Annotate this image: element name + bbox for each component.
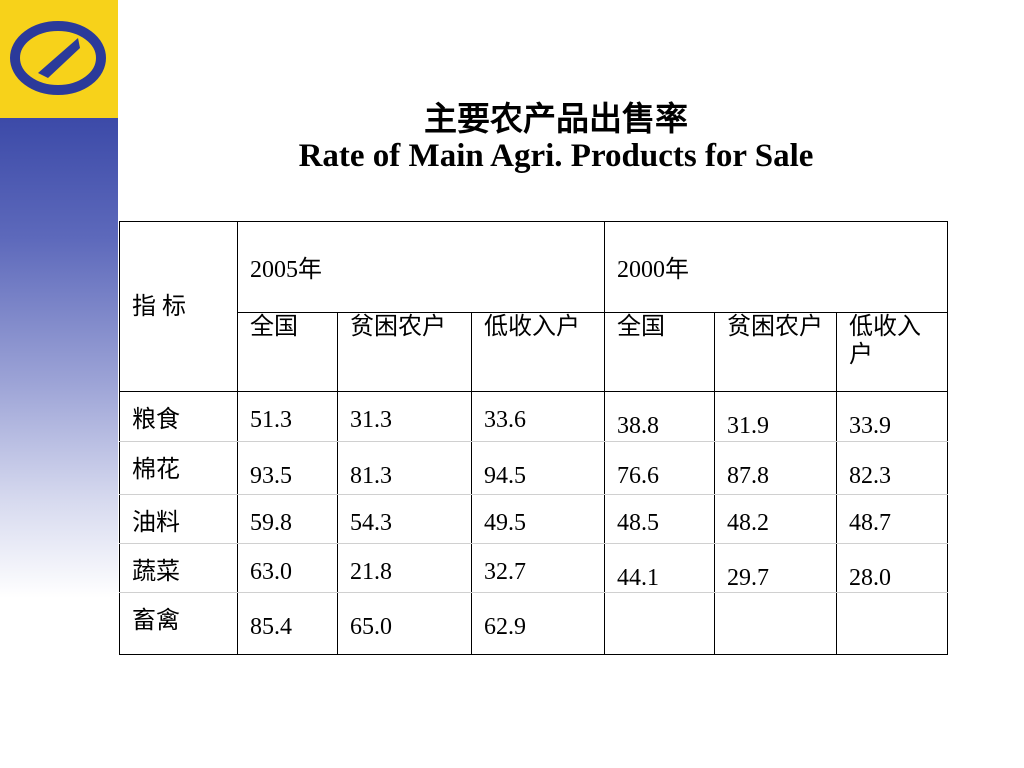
table-cell: 28.0: [836, 543, 948, 593]
table-row: 畜禽 85.4 65.0 62.9: [119, 592, 948, 655]
table-cell: 48.2: [714, 494, 837, 544]
table-row: 蔬菜 63.0 21.8 32.7 44.1 29.7 28.0: [119, 543, 948, 593]
table-cell: 44.1: [604, 543, 715, 593]
row-label: 粮食: [119, 391, 238, 442]
table-cell: 21.8: [337, 543, 472, 593]
title-english: Rate of Main Agri. Products for Sale: [298, 138, 814, 174]
table-cell: [604, 592, 715, 655]
table-cell: 94.5: [471, 441, 605, 495]
table-cell: 87.8: [714, 441, 837, 495]
sub-header: 低收入户: [471, 312, 605, 392]
table-cell: 65.0: [337, 592, 472, 655]
title-chinese: 主要农产品出售率: [424, 99, 688, 138]
year-header-2000: 2000年: [604, 221, 948, 313]
side-gradient-strip: [0, 118, 118, 598]
table-cell: 81.3: [337, 441, 472, 495]
sub-header: 全国: [604, 312, 715, 392]
table-cell: 31.3: [337, 391, 472, 442]
year-header-2005: 2005年: [237, 221, 605, 313]
table-cell: 62.9: [471, 592, 605, 655]
data-table: 指 标 2005年 2000年 全国 贫困农户 低收入户 全国 贫困农户 低收入…: [119, 221, 948, 655]
table-cell: 54.3: [337, 494, 472, 544]
table-row: 棉花 93.5 81.3 94.5 76.6 87.8 82.3: [119, 441, 948, 495]
table-cell: 31.9: [714, 391, 837, 442]
table-cell: 85.4: [237, 592, 338, 655]
logo-icon: [10, 21, 106, 95]
row-label: 蔬菜: [119, 543, 238, 593]
table-cell: 76.6: [604, 441, 715, 495]
table-row: 油料 59.8 54.3 49.5 48.5 48.2 48.7: [119, 494, 948, 544]
table-cell: 29.7: [714, 543, 837, 593]
table-cell: 51.3: [237, 391, 338, 442]
table-cell: 33.9: [836, 391, 948, 442]
table-cell: 59.8: [237, 494, 338, 544]
table-cell: 63.0: [237, 543, 338, 593]
corner-label: 指 标: [119, 221, 238, 392]
table-cell: 38.8: [604, 391, 715, 442]
table-cell: 93.5: [237, 441, 338, 495]
sub-header: 低收入户: [836, 312, 948, 392]
logo-block: [0, 0, 118, 118]
table-cell: 33.6: [471, 391, 605, 442]
table-cell: 48.5: [604, 494, 715, 544]
sub-header: 贫困农户: [714, 312, 837, 392]
table-cell: [836, 592, 948, 655]
row-label: 棉花: [119, 441, 238, 495]
sub-header: 全国: [237, 312, 338, 392]
table-cell: 82.3: [836, 441, 948, 495]
table-cell: 48.7: [836, 494, 948, 544]
sub-header: 贫困农户: [337, 312, 472, 392]
table-cell: 49.5: [471, 494, 605, 544]
table-cell: [714, 592, 837, 655]
row-label: 油料: [119, 494, 238, 544]
table-row: 粮食 51.3 31.3 33.6 38.8 31.9 33.9: [119, 391, 948, 442]
row-label: 畜禽: [119, 592, 238, 655]
table-cell: 32.7: [471, 543, 605, 593]
